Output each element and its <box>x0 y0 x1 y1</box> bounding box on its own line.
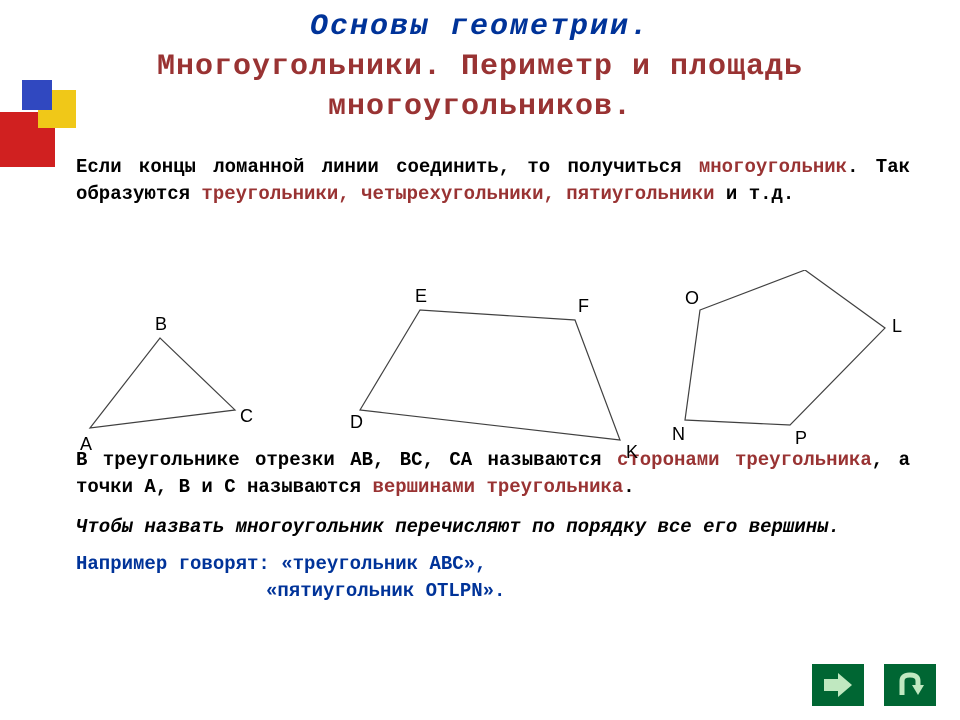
shapes-diagram: ABC DEFK NOTLP <box>60 270 910 480</box>
pentagon-shape <box>685 270 885 425</box>
title-line-2: Многоугольники. Периметр и площадь <box>0 50 960 84</box>
u-turn-icon <box>894 671 926 699</box>
arrow-right-icon <box>822 671 854 699</box>
title-line-1: Основы геометрии. <box>0 10 960 44</box>
paragraph-naming: Чтобы назвать многоугольник перечисляют … <box>76 514 910 541</box>
nav-buttons <box>812 664 936 706</box>
blue-square <box>22 80 52 110</box>
vertex-label: C <box>240 406 253 426</box>
vertex-label: N <box>672 424 685 444</box>
quadrilateral-shape <box>360 310 620 440</box>
vertex-label: P <box>795 428 807 448</box>
next-button[interactable] <box>812 664 864 706</box>
p1-t3: и т.д. <box>715 183 795 205</box>
p1-h2: треугольники, четырехугольники, пятиугол… <box>201 183 714 205</box>
p1-h1: многоугольник <box>699 156 847 178</box>
vertex-label: B <box>155 314 167 334</box>
corner-decoration <box>0 80 75 170</box>
paragraph-intro: Если концы ломанной линии соединить, то … <box>76 154 910 207</box>
title-block: Основы геометрии. Многоугольники. Периме… <box>0 0 960 124</box>
vertex-label: L <box>892 316 902 336</box>
return-button[interactable] <box>884 664 936 706</box>
vertex-label: D <box>350 412 363 432</box>
vertex-label: A <box>80 434 92 454</box>
vertex-label: E <box>415 286 427 306</box>
triangle-shape <box>90 338 235 428</box>
paragraph-example-b: «пятиугольник OTLPN». <box>266 578 910 605</box>
p1-t1: Если концы ломанной линии соединить, то … <box>76 156 699 178</box>
vertex-label: K <box>626 442 638 462</box>
title-line-3: многоугольников. <box>0 90 960 124</box>
vertex-label: O <box>685 288 699 308</box>
paragraph-example-a: Например говорят: «треугольник АВС», <box>76 551 910 578</box>
vertex-label: F <box>578 296 589 316</box>
triangle-labels: A B C <box>80 314 253 454</box>
